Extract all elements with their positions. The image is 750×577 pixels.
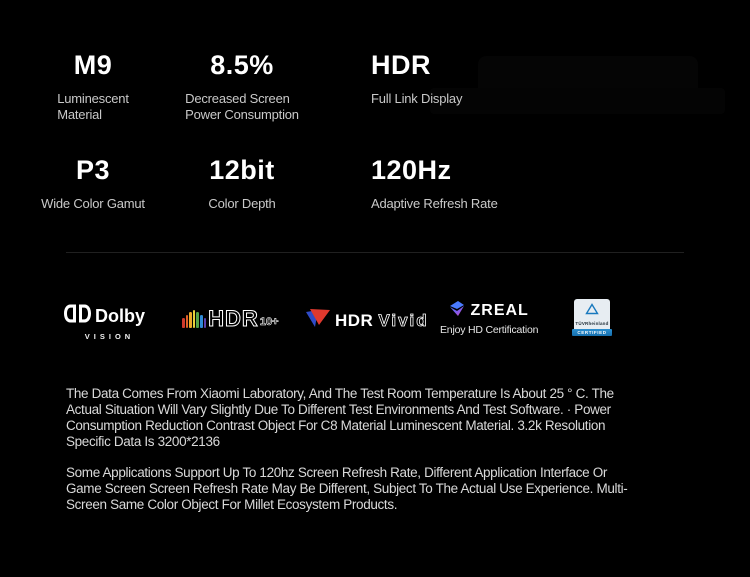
spec-label: Wide Color Gamut	[41, 196, 145, 211]
disclaimer-paragraph-2: Some Applications Support Up To 120hz Sc…	[66, 465, 628, 512]
disclaimer-paragraph-1: The Data Comes From Xiaomi Laboratory, A…	[66, 386, 614, 449]
spec-power-consumption: 8.5% Decreased Screen Power Consumption	[180, 50, 304, 124]
hdr10plus-wordmark: HDR	[208, 306, 259, 331]
spec-label: Luminescent Material	[57, 91, 129, 122]
dolby-wordmark: Dolby	[95, 305, 146, 326]
tuv-banner: CERTIFIED	[572, 329, 612, 336]
zreal-wordmark: ZREAL	[470, 302, 529, 319]
tuv-rheinland-badge: TÜVRheinland CERTIFIED	[572, 299, 612, 336]
zreal-gem-icon	[449, 301, 465, 321]
section-divider	[66, 252, 684, 253]
dolby-double-d-icon	[64, 304, 91, 328]
spec-12bit: 12bit Color Depth	[180, 155, 304, 213]
hdr10plus-logo: HDR 10+	[182, 306, 279, 331]
spec-label: Color Depth	[208, 196, 276, 211]
hdr10plus-bars-icon	[182, 310, 207, 328]
hdr-vivid-bold-text: HDR	[335, 310, 374, 330]
spec-120hz: 120Hz Adaptive Refresh Rate	[371, 155, 556, 212]
tuv-triangle-icon	[585, 302, 599, 320]
spec-p3: P3 Wide Color Gamut	[31, 155, 155, 213]
spec-value: 8.5%	[210, 50, 274, 80]
spec-value: M9	[73, 50, 113, 80]
hdr-vivid-triangle-icon	[306, 308, 330, 333]
hdr-vivid-logo: HDR Vivid	[306, 308, 429, 333]
spec-value: HDR	[371, 50, 431, 80]
dolby-vision-logo: Dolby VISION	[64, 304, 145, 341]
tuv-brand-text: TÜVRheinland	[575, 321, 609, 326]
spec-value: 120Hz	[371, 155, 452, 185]
spec-hdr: HDR Full Link Display	[371, 50, 546, 107]
hdr10plus-suffix: 10+	[259, 316, 279, 329]
disclaimer-section: The Data Comes From Xiaomi Laboratory, A…	[66, 386, 641, 528]
hdr-vivid-light-text: Vivid	[378, 310, 429, 330]
spec-label: Full Link Display	[371, 91, 463, 106]
zreal-logo: ZREAL Enjoy HD Certification	[440, 301, 539, 336]
spec-label: Adaptive Refresh Rate	[371, 196, 498, 211]
spec-value: P3	[75, 155, 111, 185]
spec-label: Decreased Screen Power Consumption	[185, 91, 299, 122]
spec-value: 12bit	[209, 155, 275, 185]
spec-m9: M9 Luminescent Material	[36, 50, 150, 124]
faint-background-artifact	[430, 88, 725, 114]
zreal-sub-label: Enjoy HD Certification	[440, 324, 539, 336]
dolby-vision-label: VISION	[84, 332, 135, 341]
